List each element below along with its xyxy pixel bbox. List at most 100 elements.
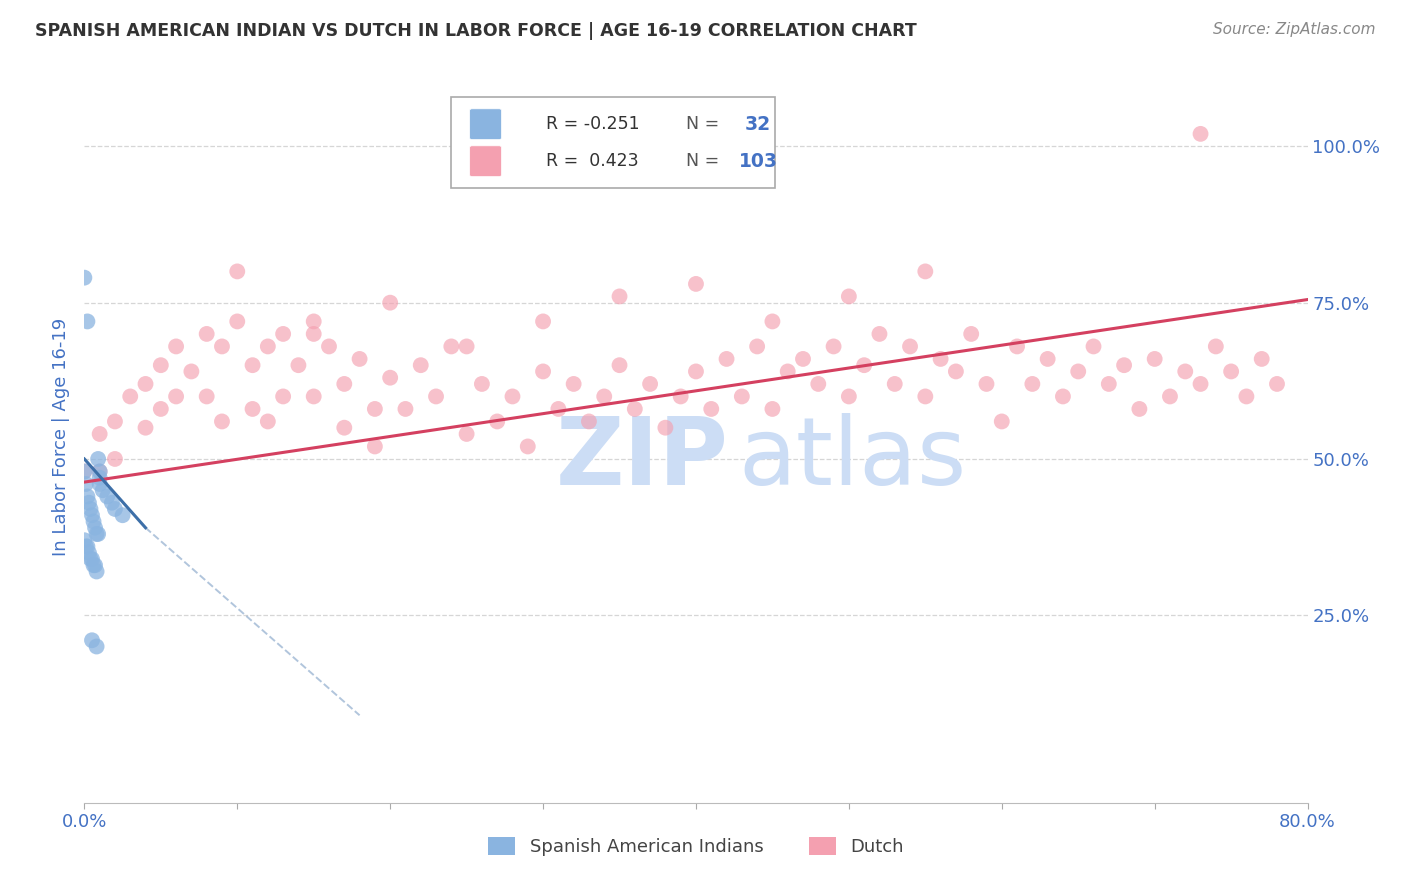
Point — [531, 314, 554, 328]
Point — [333, 420, 356, 434]
Point — [120, 389, 142, 403]
Legend: Spanish American Indians, Dutch: Spanish American Indians, Dutch — [481, 830, 911, 863]
Point — [302, 326, 325, 341]
Point — [624, 401, 647, 416]
Point — [1067, 364, 1090, 378]
Point — [77, 546, 100, 560]
Point — [654, 420, 676, 434]
Point — [87, 527, 110, 541]
Point — [87, 452, 110, 467]
Point — [823, 339, 845, 353]
Point — [838, 389, 860, 403]
Point — [83, 558, 105, 573]
Point — [242, 358, 264, 372]
Point — [945, 364, 967, 378]
Point — [394, 401, 416, 416]
Point — [1098, 376, 1121, 391]
Point — [257, 414, 280, 428]
Point — [685, 277, 707, 291]
Point — [578, 414, 600, 428]
Point — [409, 358, 432, 372]
Point — [271, 326, 294, 341]
Point — [1236, 389, 1258, 403]
Point — [89, 477, 111, 491]
Point — [104, 414, 127, 428]
Point — [914, 389, 936, 403]
Point — [685, 364, 707, 378]
Point — [792, 351, 814, 366]
Point — [135, 376, 157, 391]
Point — [302, 389, 325, 403]
Point — [73, 465, 96, 479]
Point — [287, 358, 309, 372]
Point — [531, 364, 554, 378]
Point — [149, 358, 172, 372]
Point — [84, 521, 107, 535]
Text: 32: 32 — [745, 115, 770, 134]
Point — [211, 339, 233, 353]
Point — [257, 339, 280, 353]
Point — [226, 314, 249, 328]
Point — [593, 389, 616, 403]
Text: SPANISH AMERICAN INDIAN VS DUTCH IN LABOR FORCE | AGE 16-19 CORRELATION CHART: SPANISH AMERICAN INDIAN VS DUTCH IN LABO… — [35, 22, 917, 40]
Point — [838, 289, 860, 303]
Point — [609, 358, 631, 372]
Point — [101, 496, 124, 510]
Point — [1036, 351, 1059, 366]
Point — [502, 389, 524, 403]
Point — [761, 314, 783, 328]
Point — [731, 389, 754, 403]
Point — [195, 326, 218, 341]
Text: R =  0.423: R = 0.423 — [546, 153, 638, 170]
Y-axis label: In Labor Force | Age 16-19: In Labor Force | Age 16-19 — [52, 318, 70, 557]
Point — [1189, 127, 1212, 141]
Point — [380, 295, 402, 310]
Point — [226, 264, 249, 278]
Point — [364, 401, 387, 416]
Point — [149, 401, 172, 416]
Point — [349, 351, 371, 366]
Text: atlas: atlas — [738, 413, 967, 505]
Point — [73, 533, 96, 548]
Point — [80, 633, 103, 648]
Point — [79, 552, 101, 566]
Point — [104, 502, 127, 516]
Point — [1159, 389, 1181, 403]
Point — [562, 376, 585, 391]
Text: N =: N = — [686, 153, 725, 170]
FancyBboxPatch shape — [470, 109, 502, 139]
Point — [914, 264, 936, 278]
Point — [1052, 389, 1074, 403]
Point — [456, 339, 478, 353]
Point — [1128, 401, 1150, 416]
FancyBboxPatch shape — [451, 97, 776, 188]
Point — [440, 339, 463, 353]
Point — [76, 540, 98, 554]
Point — [79, 502, 101, 516]
Point — [333, 376, 356, 391]
Point — [271, 389, 294, 403]
Point — [195, 389, 218, 403]
Point — [609, 289, 631, 303]
Point — [89, 426, 111, 441]
Point — [380, 370, 402, 384]
Point — [75, 540, 97, 554]
Point — [547, 401, 569, 416]
Point — [75, 477, 97, 491]
Point — [425, 389, 447, 403]
Text: N =: N = — [686, 115, 725, 133]
Point — [1265, 376, 1288, 391]
Point — [76, 490, 98, 504]
Point — [716, 351, 738, 366]
Point — [86, 565, 108, 579]
Point — [1189, 376, 1212, 391]
Point — [318, 339, 340, 353]
Point — [135, 420, 157, 434]
Point — [761, 401, 783, 416]
Point — [747, 339, 769, 353]
Point — [1083, 339, 1105, 353]
Point — [898, 339, 921, 353]
Point — [776, 364, 799, 378]
Text: 103: 103 — [738, 152, 778, 170]
Point — [80, 508, 103, 523]
